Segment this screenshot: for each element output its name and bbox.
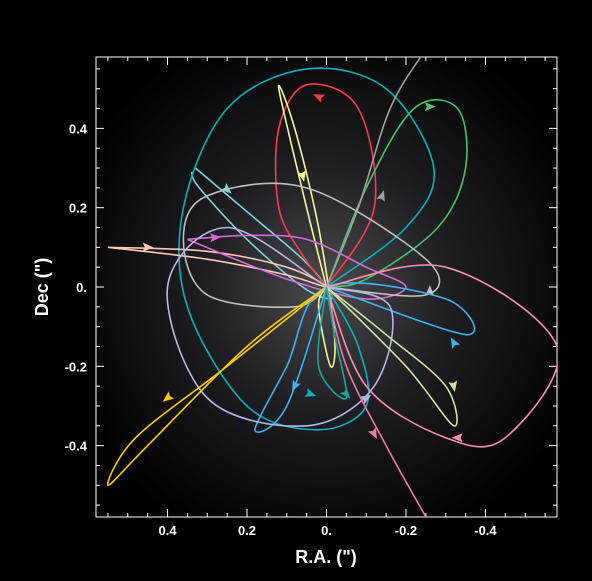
orbit-line-14 — [325, 286, 427, 517]
orbit-line-10 — [254, 282, 476, 433]
direction-arrow-icon — [220, 183, 232, 194]
orbit-line-11 — [166, 226, 394, 427]
tick-labels: 0.4 0.2 0. -0.2 -0.4 0.4 0.2 0. -0.2 -0.4 — [65, 121, 498, 538]
direction-arrow-icon — [451, 433, 463, 443]
y-tick-label: 0.2 — [69, 201, 87, 216]
direction-arrow-icon — [424, 102, 436, 112]
y-axis-title: Dec (") — [32, 258, 52, 317]
direction-arrow-icon — [359, 394, 372, 405]
orbit-line-3 — [274, 83, 377, 288]
y-tick-label: 0.4 — [69, 121, 88, 136]
direction-arrow-icon — [209, 233, 222, 243]
direction-arrow-icon — [339, 387, 351, 399]
direction-arrow-icon — [448, 380, 458, 392]
orbit-series — [106, 57, 557, 517]
orbit-line-12 — [325, 264, 557, 448]
x-tick-label: 0.4 — [158, 523, 177, 538]
direction-arrow-icon — [297, 170, 306, 182]
direction-arrow-icon — [450, 337, 461, 350]
direction-arrow-icon — [304, 388, 317, 397]
direction-arrow-icon — [367, 427, 377, 440]
direction-arrow-icon — [142, 242, 154, 252]
direction-arrow-icon — [292, 379, 301, 392]
x-axis-title: R.A. (") — [295, 547, 357, 567]
orbit-line-2 — [178, 67, 436, 431]
x-tick-label: -0.4 — [474, 523, 497, 538]
orbit-line-15 — [325, 286, 458, 427]
y-tick-label: 0. — [76, 280, 87, 295]
direction-arrow-icon — [376, 190, 385, 202]
y-tick-label: -0.4 — [65, 439, 88, 454]
x-tick-label: 0. — [321, 523, 332, 538]
direction-arrow-icon — [162, 391, 175, 402]
axis-ticks — [96, 57, 557, 517]
orbit-line-5 — [277, 84, 336, 369]
orbit-line-8 — [187, 234, 407, 300]
direction-arrow-icon — [313, 94, 326, 103]
y-tick-label: -0.2 — [65, 359, 87, 374]
x-tick-label: -0.2 — [395, 523, 417, 538]
orbit-line-16 — [317, 286, 348, 400]
orbit-line-9 — [182, 182, 441, 308]
orbit-line-13 — [106, 286, 327, 487]
x-tick-label: 0.2 — [238, 523, 256, 538]
